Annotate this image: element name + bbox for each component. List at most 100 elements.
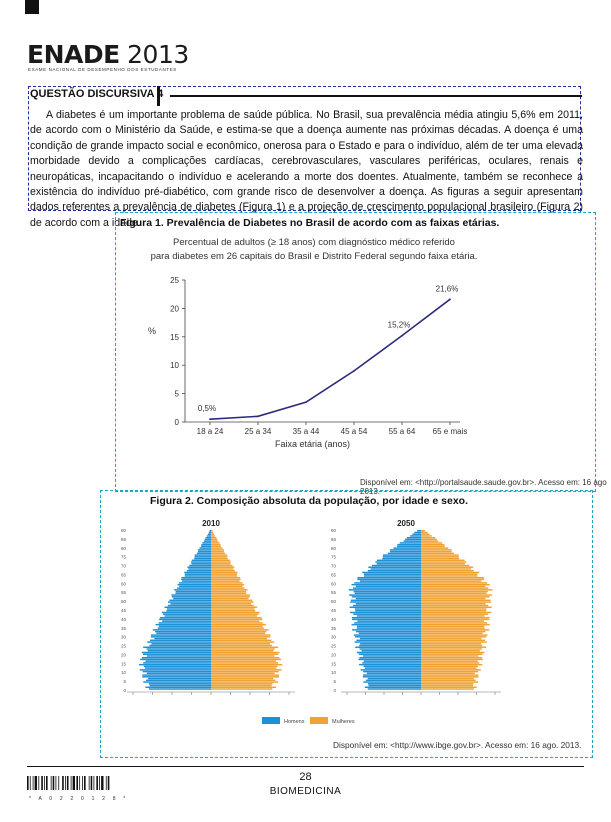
- male-age-bar: [171, 594, 211, 596]
- age-axis-label: 75: [331, 555, 337, 560]
- age-axis-label: 90: [331, 528, 337, 533]
- barcode-bar: [82, 776, 83, 790]
- x-tick-label: 45 a 54: [341, 427, 368, 436]
- male-age-bar: [208, 531, 211, 534]
- male-age-bar: [355, 597, 421, 600]
- barcode-bar: [32, 776, 34, 790]
- female-age-bar: [211, 549, 224, 551]
- male-age-bar: [151, 643, 211, 645]
- female-age-bar: [211, 672, 275, 675]
- female-age-bar: [421, 674, 479, 676]
- barcode-bar: [72, 776, 75, 790]
- female-age-bar: [211, 669, 282, 671]
- data-point: [401, 334, 403, 337]
- female-age-bar: [421, 589, 493, 591]
- male-age-bar: [357, 578, 421, 581]
- male-age-bar: [204, 540, 211, 542]
- male-age-bar: [143, 665, 211, 668]
- barcode-bar: [93, 776, 95, 790]
- age-axis-label: 25: [331, 644, 337, 649]
- female-age-bar: [421, 625, 485, 628]
- female-age-bar: [421, 610, 487, 612]
- male-age-bar: [148, 688, 211, 690]
- age-axis-label: 85: [121, 537, 127, 542]
- female-age-bar: [211, 592, 247, 595]
- barcode-bar: [38, 776, 40, 790]
- female-age-bar: [421, 641, 487, 643]
- male-age-bar: [204, 538, 211, 541]
- female-age-bar: [421, 583, 490, 586]
- female-age-bar: [421, 648, 482, 650]
- female-age-bar: [211, 589, 248, 591]
- male-age-bar: [363, 681, 421, 683]
- male-age-bar: [390, 550, 421, 553]
- male-age-bar: [191, 559, 211, 562]
- male-age-bar: [164, 606, 211, 608]
- male-age-bar: [393, 547, 421, 549]
- male-age-bar: [354, 582, 421, 584]
- male-age-bar: [158, 625, 211, 628]
- female-age-bar: [421, 601, 492, 603]
- male-age-bar: [359, 663, 421, 666]
- female-age-bar: [211, 688, 273, 690]
- female-age-bar: [421, 571, 480, 574]
- y-tick-label: 15: [170, 333, 179, 342]
- age-axis-label: 0: [123, 688, 126, 693]
- barcode-bar: [55, 776, 57, 790]
- pyramid-2050: [341, 530, 501, 695]
- male-age-bar: [184, 571, 211, 574]
- male-age-bar: [179, 585, 211, 588]
- female-age-bar: [211, 563, 231, 565]
- age-axis-label: 15: [331, 661, 337, 666]
- barcode-bar: [50, 776, 52, 790]
- male-age-bar: [360, 580, 421, 582]
- female-age-bar: [211, 643, 270, 645]
- male-age-bar: [155, 630, 211, 633]
- age-axis-label: 30: [121, 635, 127, 640]
- male-age-bar: [139, 669, 211, 671]
- male-age-bar: [167, 604, 211, 607]
- male-age-bar: [368, 566, 421, 568]
- female-age-bar: [421, 677, 474, 680]
- male-age-bar: [143, 662, 211, 664]
- figure1-subtitle-line1: Percentual de adultos (≥ 18 anos) com di…: [173, 237, 455, 248]
- population-pyramids: 9085807570656055504540353025201510509085…: [121, 519, 501, 725]
- female-age-bar: [211, 618, 263, 621]
- male-age-bar: [167, 608, 211, 610]
- figure1-source: Disponível em: <http://portalsaude.saude…: [360, 478, 607, 496]
- female-age-bar: [211, 570, 235, 572]
- female-age-bar: [211, 594, 251, 596]
- male-age-bar: [163, 613, 211, 615]
- male-age-bar: [387, 552, 421, 555]
- male-age-bar: [363, 655, 421, 657]
- male-age-bar: [138, 663, 211, 666]
- age-axis-label: 45: [331, 608, 337, 613]
- male-age-bar: [145, 686, 211, 688]
- pyramid-2010-label: 2010: [202, 519, 220, 528]
- female-age-bar: [421, 542, 443, 544]
- age-axis-label: 40: [331, 617, 337, 622]
- pyramid-2050-label: 2050: [397, 519, 415, 528]
- y-tick-label: 5: [175, 390, 180, 399]
- barcode-bar: [88, 776, 90, 790]
- female-age-bar: [421, 660, 478, 662]
- male-age-bar: [142, 674, 211, 676]
- male-age-bar: [179, 582, 211, 584]
- male-age-bar: [358, 653, 421, 655]
- female-age-bar: [211, 530, 213, 532]
- female-age-bar: [421, 575, 478, 577]
- male-age-bar: [141, 656, 211, 659]
- barcode-bar: [76, 776, 78, 790]
- male-age-bar: [356, 615, 421, 617]
- male-age-bar: [349, 606, 421, 608]
- female-age-bar: [211, 622, 263, 624]
- y-tick-label: 0: [175, 418, 180, 427]
- male-age-bar: [382, 557, 421, 560]
- male-age-bar: [164, 615, 211, 617]
- male-age-bar: [159, 618, 211, 621]
- male-age-bar: [396, 545, 421, 548]
- male-age-bar: [348, 589, 421, 591]
- male-age-bar: [150, 636, 211, 638]
- female-age-bar: [211, 662, 279, 664]
- age-axis-label: 45: [121, 608, 127, 613]
